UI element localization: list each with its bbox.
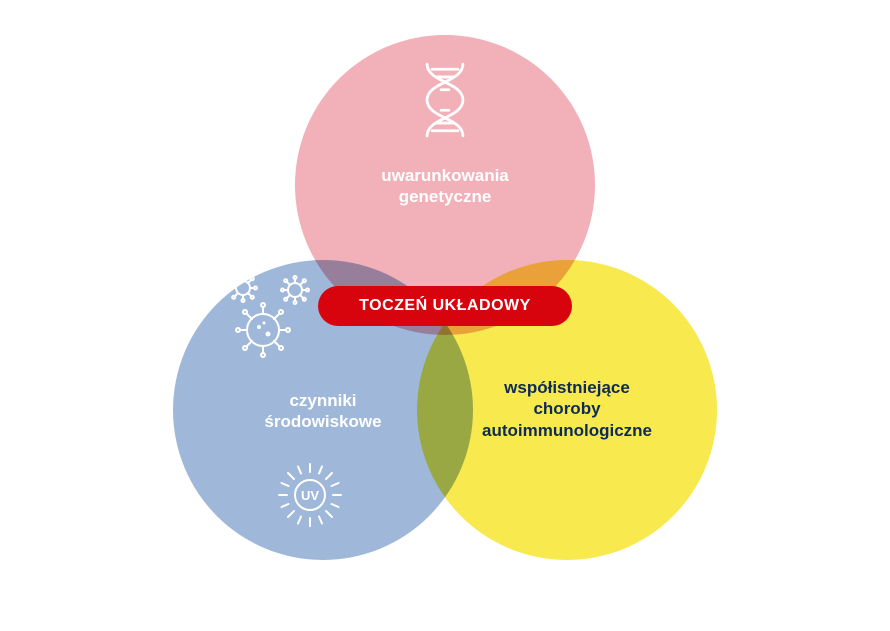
- venn-diagram: UV uwarunkowania genetyczne czynniki śro…: [0, 0, 890, 631]
- uv-text: UV: [301, 488, 319, 503]
- label-genetic: uwarunkowania genetyczne: [335, 165, 555, 208]
- virus-icon: [225, 270, 325, 370]
- label-autoimmune: współistniejące choroby autoimmunologicz…: [457, 377, 677, 441]
- center-badge: TOCZEŃ UKŁADOWY: [318, 286, 572, 326]
- label-environmental: czynniki środowiskowe: [213, 390, 433, 433]
- center-badge-text: TOCZEŃ UKŁADOWY: [359, 297, 531, 315]
- dna-icon: [404, 59, 486, 141]
- uv-sun-icon: UV: [275, 460, 345, 530]
